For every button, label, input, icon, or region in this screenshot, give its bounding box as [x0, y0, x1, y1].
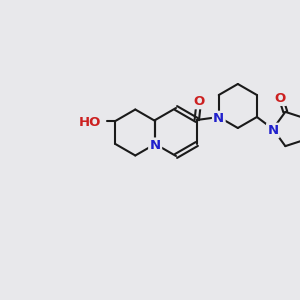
Text: N: N — [213, 112, 224, 125]
Text: HO: HO — [79, 116, 101, 129]
Text: O: O — [193, 95, 204, 108]
Text: N: N — [150, 139, 161, 152]
Text: N: N — [267, 124, 278, 137]
Text: N: N — [150, 139, 161, 152]
Text: O: O — [275, 92, 286, 105]
